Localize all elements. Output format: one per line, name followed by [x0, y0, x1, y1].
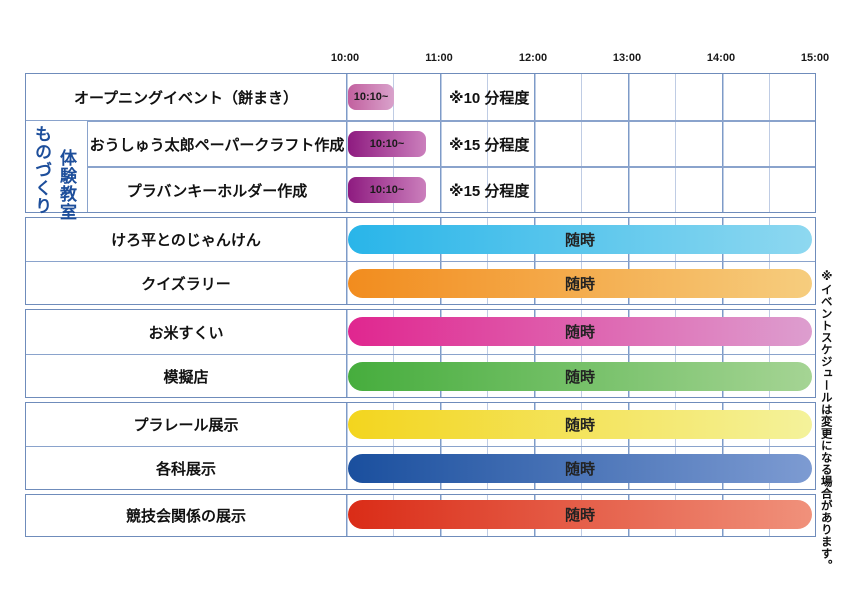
- schedule-row-janken: けろ平とのじゃんけん 随時: [26, 218, 815, 261]
- time-bar-keyholder: 10:10~: [348, 177, 426, 203]
- event-label: オープニングイベント（餅まき）: [73, 90, 299, 107]
- time-tick-12: 12:00: [518, 52, 548, 64]
- event-label-cell: おうしゅう太郎ペーパークラフト作成: [88, 121, 346, 167]
- time-bar-papercraft: 10:10~: [348, 131, 426, 157]
- anytime-bar-rice-scooping: 随時: [348, 317, 812, 346]
- event-label: 競技会関係の展示: [125, 507, 246, 525]
- anytime-bar-label: 随時: [564, 507, 595, 524]
- group-label-cell: ものづくり 体験教室: [26, 121, 88, 221]
- event-label: けろ平とのじゃんけん: [111, 232, 261, 249]
- time-tick-10: 10:00: [330, 52, 360, 64]
- anytime-bar-label: 随時: [564, 232, 595, 249]
- duration-note: ※15 分程度: [449, 136, 530, 154]
- schedule-block-c: お米すくい 随時 模擬店 随時: [25, 309, 816, 398]
- group-label-monozukuri: ものづくり: [32, 125, 51, 215]
- row-separator: [88, 166, 815, 168]
- anytime-bar-janken: 随時: [348, 225, 812, 254]
- time-bar-label: 10:10~: [369, 138, 405, 150]
- schedule-row-food-stall: 模擬店 随時: [26, 354, 815, 398]
- row-separator: [26, 120, 815, 122]
- schedule-block-d: プラレール展示 随時 各科展示 随時: [25, 402, 816, 490]
- time-tick-13: 13:00: [612, 52, 642, 64]
- anytime-bar-food-stall: 随時: [348, 362, 812, 391]
- time-tick-14: 14:00: [706, 52, 736, 64]
- schedule-block-e: 競技会関係の展示 随時: [25, 494, 816, 537]
- schedule-change-footnote: ※イベントスケジュールは変更になる場合があります。: [819, 269, 832, 572]
- anytime-bar-label: 随時: [564, 369, 595, 386]
- anytime-bar-quiz-rally: 随時: [348, 269, 812, 298]
- schedule-row-opening-event: オープニングイベント（餅まき） 10:10~ ※10 分程度: [26, 74, 815, 121]
- event-label: クイズラリー: [141, 276, 231, 293]
- anytime-bar-label: 随時: [564, 324, 595, 341]
- time-bar-label: 10:10~: [369, 184, 405, 196]
- schedule-block-opening-crafts: オープニングイベント（餅まき） 10:10~ ※10 分程度 おうしゅう太郎ペー…: [25, 73, 816, 221]
- time-tick-11: 11:00: [425, 52, 453, 64]
- schedule-row-quiz-rally: クイズラリー 随時: [26, 261, 815, 305]
- event-label: 各科展示: [155, 461, 216, 478]
- event-label-cell: オープニングイベント（餅まき）: [26, 74, 346, 121]
- schedule-row-keyholder: プラバンキーホルダー作成 10:10~ ※15 分程度: [26, 167, 815, 214]
- duration-note: ※10 分程度: [449, 90, 530, 107]
- time-tick-15: 15:00: [800, 52, 830, 64]
- schedule-row-competition-exhibits: 競技会関係の展示 随時: [26, 495, 815, 535]
- schedule-row-plarail: プラレール展示 随時: [26, 403, 815, 446]
- anytime-bar-department-exhibits: 随時: [348, 454, 812, 483]
- schedule-block-b: けろ平とのじゃんけん 随時 クイズラリー 随時: [25, 217, 816, 305]
- anytime-bar-label: 随時: [564, 276, 595, 293]
- anytime-bar-plarail: 随時: [348, 410, 812, 439]
- time-bar-opening: 10:10~: [348, 84, 394, 110]
- event-label: お米すくい: [148, 324, 224, 342]
- duration-note: ※15 分程度: [449, 183, 530, 200]
- group-label-taiken-kyoshitsu: 体験教室: [57, 149, 76, 221]
- schedule-row-rice-scooping: お米すくい 随時: [26, 310, 815, 354]
- anytime-bar-label: 随時: [564, 417, 595, 434]
- anytime-bar-competition-exhibits: 随時: [348, 500, 812, 529]
- time-bar-label: 10:10~: [353, 91, 389, 103]
- schedule-row-papercraft: おうしゅう太郎ペーパークラフト作成 10:10~ ※15 分程度: [26, 121, 815, 167]
- event-label: おうしゅう太郎ペーパークラフト作成: [89, 136, 345, 154]
- event-label: プラレール展示: [133, 417, 239, 434]
- event-label-cell: プラバンキーホルダー作成: [88, 167, 346, 214]
- event-label: 模擬店: [163, 369, 209, 386]
- event-label: プラバンキーホルダー作成: [126, 183, 308, 200]
- anytime-bar-label: 随時: [564, 461, 595, 478]
- schedule-row-department-exhibits: 各科展示 随時: [26, 446, 815, 490]
